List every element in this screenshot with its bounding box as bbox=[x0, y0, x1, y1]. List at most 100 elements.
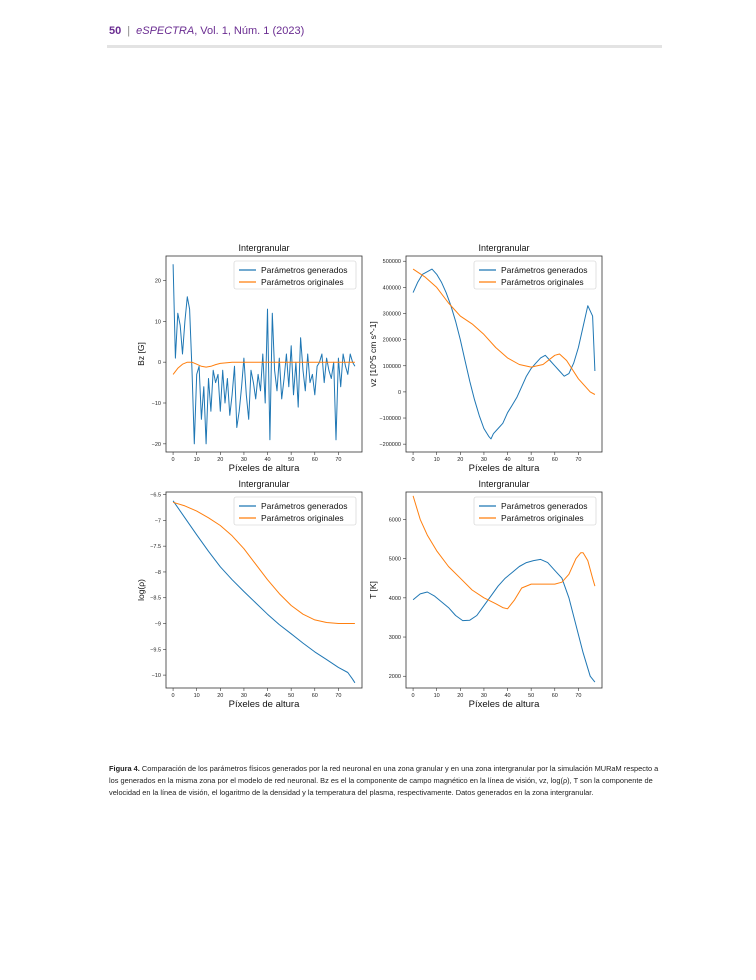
x-tick-label: 20 bbox=[217, 457, 223, 463]
y-tick-label: −10 bbox=[152, 673, 161, 679]
chart-panel-1: Intergranular 0 10 20 30 40 50 60 70 −20 −10 0 10 20 P… bbox=[136, 243, 363, 474]
x-axis-label: Píxeles de altura bbox=[229, 463, 300, 474]
y-tick-label: 10 bbox=[155, 319, 161, 325]
x-tick-label: 0 bbox=[412, 693, 415, 699]
y-tick-label: 300000 bbox=[383, 311, 401, 317]
y-tick-label: −8 bbox=[155, 570, 161, 576]
x-tick-label: 30 bbox=[241, 693, 247, 699]
x-tick-label: 70 bbox=[335, 457, 341, 463]
legend-label: Parámetros originales bbox=[501, 277, 584, 287]
legend-label: Parámetros generados bbox=[261, 501, 347, 511]
caption-text: Comparación de los parámetros físicos ge… bbox=[109, 764, 659, 797]
legend-box bbox=[473, 260, 597, 290]
chart-title: Intergranular bbox=[478, 243, 529, 253]
x-tick-label: 0 bbox=[172, 693, 175, 699]
x-tick-label: 50 bbox=[288, 693, 294, 699]
series-line-generated bbox=[172, 500, 356, 684]
x-tick-label: 10 bbox=[194, 457, 200, 463]
header-rule bbox=[107, 45, 662, 48]
y-axis-label: T [K] bbox=[368, 581, 378, 599]
x-tick-label: 30 bbox=[481, 457, 487, 463]
y-tick-label: 3000 bbox=[389, 635, 401, 641]
chart-title: Intergranular bbox=[238, 479, 289, 489]
legend-label: Parámetros generados bbox=[501, 501, 587, 511]
series-line-generated bbox=[412, 558, 596, 683]
y-tick-label: −200000 bbox=[379, 442, 401, 448]
x-axis-label: Píxeles de altura bbox=[229, 699, 300, 710]
x-tick-label: 60 bbox=[312, 457, 318, 463]
y-tick-label: 4000 bbox=[389, 596, 401, 602]
legend-box bbox=[473, 496, 597, 526]
legend-label: Parámetros originales bbox=[261, 277, 344, 287]
x-tick-label: 20 bbox=[457, 693, 463, 699]
y-axis-label: log(ρ) bbox=[136, 579, 146, 601]
y-tick-label: −6.5 bbox=[150, 493, 161, 499]
y-tick-label: 400000 bbox=[383, 285, 401, 291]
series-line-original bbox=[412, 268, 596, 395]
x-tick-label: 30 bbox=[241, 457, 247, 463]
x-tick-label: 40 bbox=[264, 693, 270, 699]
chart-panel-2: Intergranular 0 10 20 30 40 50 60 70 −200000 −1000… bbox=[368, 243, 603, 474]
chart-title: Intergranular bbox=[238, 243, 289, 253]
x-tick-label: 0 bbox=[172, 457, 175, 463]
y-tick-label: 200000 bbox=[383, 338, 401, 344]
y-tick-label: 0 bbox=[398, 390, 401, 396]
x-tick-label: 50 bbox=[528, 457, 534, 463]
chart-title: Intergranular bbox=[478, 479, 529, 489]
y-axis-label: vz [10^5 cm s^-1] bbox=[368, 321, 378, 387]
x-tick-label: 40 bbox=[504, 457, 510, 463]
page-number: 50 bbox=[109, 25, 122, 37]
y-tick-label: 0 bbox=[158, 360, 161, 366]
series-line-original bbox=[172, 361, 355, 375]
x-tick-label: 40 bbox=[504, 693, 510, 699]
journal-name: eSPECTRA bbox=[136, 25, 195, 37]
header-separator: | bbox=[127, 25, 131, 37]
legend-box bbox=[233, 496, 357, 526]
x-tick-label: 20 bbox=[217, 693, 223, 699]
y-tick-label: −20 bbox=[152, 442, 161, 448]
chart-panel-4: Intergranular 0 10 20 30 40 50 60 70 2000 3000 4000… bbox=[368, 479, 603, 710]
y-axis-label: Bz [G] bbox=[136, 342, 146, 366]
y-tick-label: 20 bbox=[155, 279, 161, 285]
running-header: 50 | eSPECTRA, Vol. 1, Núm. 1 (2023) bbox=[109, 25, 304, 37]
x-tick-label: 70 bbox=[335, 693, 341, 699]
series-line-original bbox=[412, 495, 596, 610]
y-tick-label: 6000 bbox=[389, 517, 401, 523]
x-tick-label: 60 bbox=[552, 693, 558, 699]
x-tick-label: 10 bbox=[434, 457, 440, 463]
y-tick-label: 5000 bbox=[389, 557, 401, 563]
y-tick-label: 2000 bbox=[389, 674, 401, 680]
caption-label: Figura 4. bbox=[109, 764, 140, 773]
x-tick-label: 10 bbox=[194, 693, 200, 699]
y-tick-label: −7.5 bbox=[150, 544, 161, 550]
x-tick-label: 60 bbox=[552, 457, 558, 463]
y-tick-label: −8.5 bbox=[150, 596, 161, 602]
series-line-generated bbox=[412, 268, 596, 440]
y-tick-label: −100000 bbox=[379, 416, 401, 422]
x-tick-label: 20 bbox=[457, 457, 463, 463]
series-line-original bbox=[172, 501, 355, 624]
x-tick-label: 30 bbox=[481, 693, 487, 699]
chart-panel-3: Intergranular 0 10 20 30 40 50 60 70 −6.5 −7 −7.5 −8… bbox=[136, 479, 363, 710]
y-tick-label: 500000 bbox=[383, 259, 401, 265]
legend-box bbox=[233, 260, 357, 290]
legend-label: Parámetros generados bbox=[501, 265, 587, 275]
x-tick-label: 50 bbox=[528, 693, 534, 699]
x-tick-label: 70 bbox=[575, 693, 581, 699]
x-axis-label: Píxeles de altura bbox=[469, 463, 540, 474]
x-tick-label: 70 bbox=[575, 457, 581, 463]
x-tick-label: 0 bbox=[412, 457, 415, 463]
journal-volume: , Vol. 1, Núm. 1 (2023) bbox=[194, 25, 305, 37]
x-tick-label: 10 bbox=[434, 693, 440, 699]
y-tick-label: −7 bbox=[155, 518, 161, 524]
figure-caption: Figura 4. Comparación de los parámetros … bbox=[109, 763, 664, 799]
legend-label: Parámetros originales bbox=[501, 513, 584, 523]
x-tick-label: 40 bbox=[264, 457, 270, 463]
legend-label: Parámetros generados bbox=[261, 265, 347, 275]
x-tick-label: 50 bbox=[288, 457, 294, 463]
x-tick-label: 60 bbox=[312, 693, 318, 699]
y-tick-label: −9 bbox=[155, 622, 161, 628]
x-axis-label: Píxeles de altura bbox=[469, 699, 540, 710]
y-tick-label: −9.5 bbox=[150, 647, 161, 653]
